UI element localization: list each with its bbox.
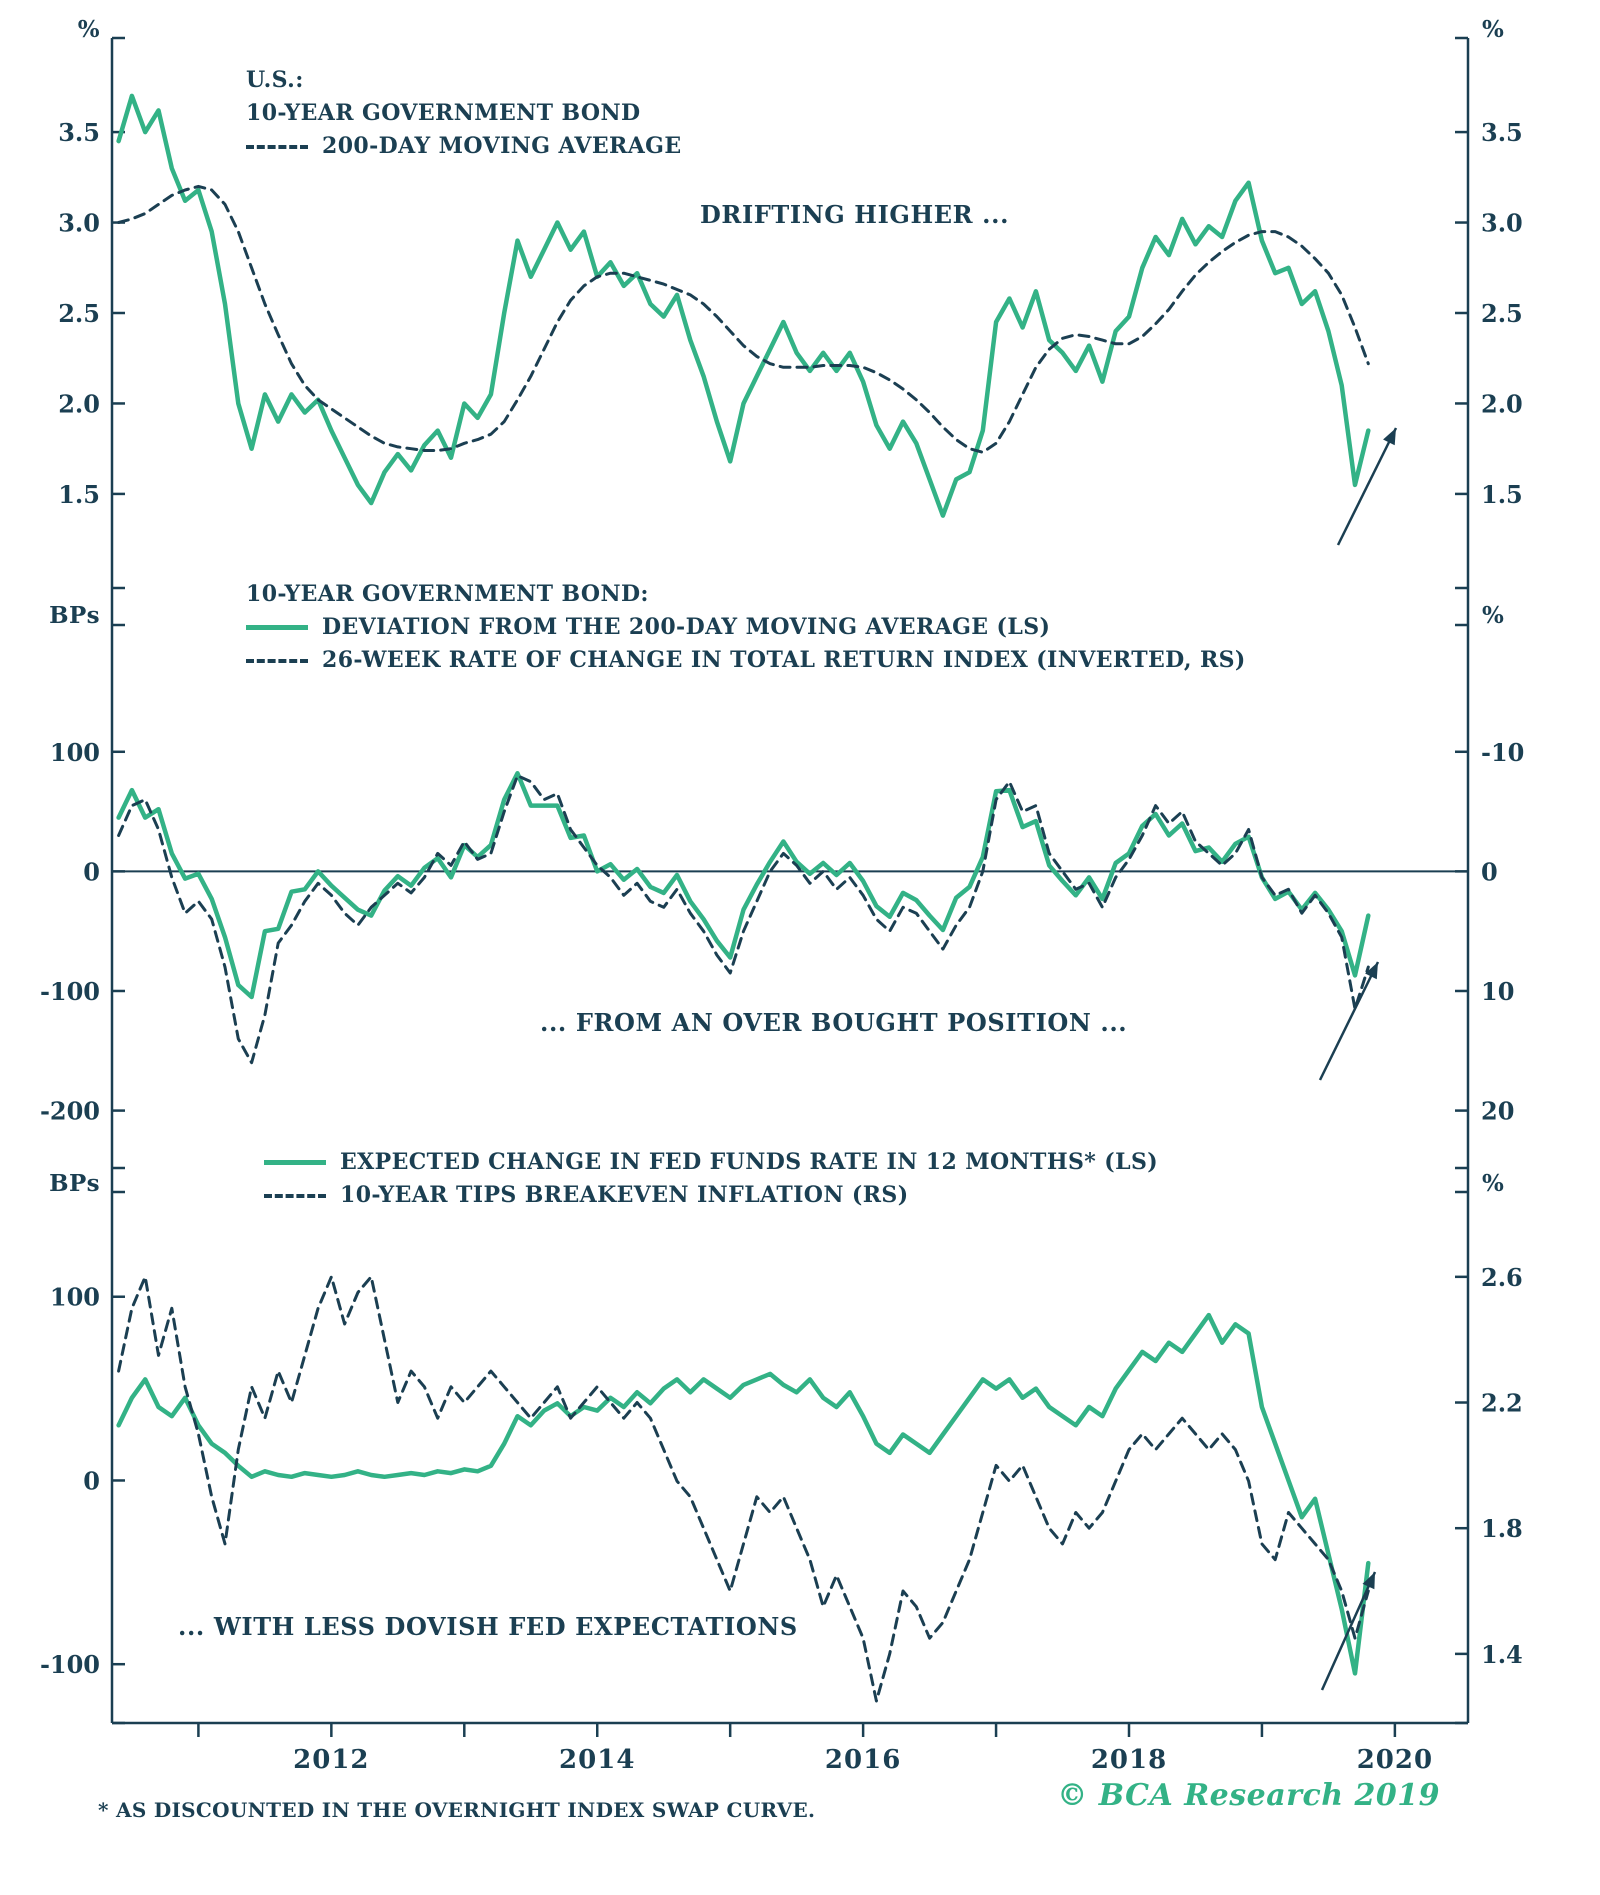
y-tick-label-right: -10: [1481, 738, 1524, 767]
trend-arrow-line: [1320, 1571, 1377, 1691]
y-tick-label-left: 1.5: [58, 480, 100, 509]
y-tick-label-left: 3.5: [58, 118, 100, 147]
trend-arrow-line: [1318, 961, 1380, 1081]
trend-arrowhead: [1362, 1572, 1375, 1590]
dashed-line-swatch: [264, 1193, 326, 1198]
panel3-legend-series1: EXPECTED CHANGE IN FED FUNDS RATE IN 12 …: [264, 1146, 1158, 1179]
y-tick-label-right: 3.5: [1481, 118, 1523, 147]
y-tick-label-right: 10: [1481, 977, 1514, 1006]
panel2-legend-series2-label: 26-WEEK RATE OF CHANGE IN TOTAL RETURN I…: [322, 647, 1246, 673]
panel2-left-axis-unit: BPs: [49, 602, 100, 629]
panel3-legend-series1-label: EXPECTED CHANGE IN FED FUNDS RATE IN 12 …: [340, 1149, 1159, 1175]
y-tick-label-right: 1.8: [1481, 1514, 1523, 1543]
y-tick-label-right: 1.5: [1481, 480, 1523, 509]
series-line-panel2-dashed-dark: [117, 774, 1370, 1065]
dashed-line-swatch: [246, 144, 308, 149]
panel1-left-axis-unit: %: [77, 16, 100, 43]
y-tick-label-left: 0: [83, 1466, 100, 1495]
panel2-legend-series2: 26-WEEK RATE OF CHANGE IN TOTAL RETURN I…: [246, 644, 1246, 677]
green-line-swatch: [264, 1160, 326, 1165]
panel1-legend-series2: 200-DAY MOVING AVERAGE: [246, 130, 682, 163]
y-tick-label-right: 2.6: [1481, 1263, 1523, 1292]
green-line-swatch: [246, 625, 308, 630]
y-tick-label-right: 2.2: [1481, 1389, 1523, 1418]
series-line-panel3-dashed-dark: [117, 1275, 1370, 1703]
panel2-legend-series1: DEVIATION FROM THE 200-DAY MOVING AVERAG…: [246, 611, 1246, 644]
panel1-legend-series2-label: 200-DAY MOVING AVERAGE: [322, 133, 682, 159]
y-tick-label-left: -200: [40, 1097, 100, 1126]
y-tick-label-right: 3.0: [1481, 209, 1523, 238]
series-line-panel1-solid-green: [116, 93, 1371, 518]
y-tick-label-left: 2.0: [58, 389, 100, 418]
y-tick-label-left: -100: [40, 1650, 100, 1679]
series-line-panel2-solid-green: [116, 771, 1371, 1000]
panel2-annotation: ... FROM AN OVER BOUGHT POSITION ...: [540, 1008, 1128, 1037]
x-axis-tick-label: 2012: [293, 1745, 369, 1775]
y-tick-label-right: 2.5: [1481, 299, 1523, 328]
panel1-annotation: DRIFTING HIGHER ...: [700, 200, 1010, 229]
panel1-legend-series1-label: 10-YEAR GOVERNMENT BOND: [246, 100, 641, 126]
panel2-legend-heading: 10-YEAR GOVERNMENT BOND:: [246, 581, 649, 607]
y-tick-label-left: 100: [50, 738, 100, 767]
panel3-left-axis-unit: BPs: [49, 1170, 100, 1197]
x-axis-tick-label: 2018: [1091, 1745, 1167, 1775]
panel3-annotation: ... WITH LESS DOVISH FED EXPECTATIONS: [178, 1612, 798, 1641]
panel1-legend-heading: U.S.:: [246, 67, 304, 93]
panel3-legend-series2: 10-YEAR TIPS BREAKEVEN INFLATION (RS): [264, 1179, 1158, 1212]
panel2-right-axis-unit: %: [1482, 602, 1505, 629]
panel2-legend: 10-YEAR GOVERNMENT BOND: DEVIATION FROM …: [246, 578, 1246, 677]
y-tick-label-left: -100: [40, 977, 100, 1006]
y-tick-label-left: 2.5: [58, 299, 100, 328]
panel1-right-axis-unit: %: [1482, 16, 1505, 43]
x-axis-tick-label: 2020: [1357, 1745, 1433, 1775]
y-tick-label-left: 100: [50, 1283, 100, 1312]
trend-arrow-line: [1336, 427, 1398, 546]
y-tick-label-left: 3.0: [58, 209, 100, 238]
y-tick-label-right: 0: [1481, 857, 1498, 886]
panel2-legend-series1-label: DEVIATION FROM THE 200-DAY MOVING AVERAG…: [322, 614, 1051, 640]
trend-arrowhead: [1365, 962, 1378, 980]
y-tick-label-right: 1.4: [1481, 1640, 1523, 1669]
y-tick-label-right: 20: [1481, 1097, 1514, 1126]
panel3-legend: EXPECTED CHANGE IN FED FUNDS RATE IN 12 …: [264, 1146, 1158, 1212]
panel3-right-axis-unit: %: [1482, 1170, 1505, 1197]
series-line-panel3-solid-green: [116, 1312, 1371, 1676]
y-tick-label-right: 2.0: [1481, 389, 1523, 418]
y-tick-label-left: 0: [83, 857, 100, 886]
x-axis-tick-label: 2014: [559, 1745, 635, 1775]
panel3-legend-series2-label: 10-YEAR TIPS BREAKEVEN INFLATION (RS): [340, 1182, 909, 1208]
footnote: * AS DISCOUNTED IN THE OVERNIGHT INDEX S…: [98, 1798, 816, 1822]
x-axis-tick-label: 2016: [825, 1745, 901, 1775]
series-line-panel1-dashed-dark: [117, 184, 1370, 454]
dashed-line-swatch: [246, 658, 308, 663]
trend-arrowhead: [1383, 428, 1396, 446]
copyright: © BCA Research 2019: [1057, 1778, 1440, 1813]
panel1-legend: U.S.: 10-YEAR GOVERNMENT BOND 200-DAY MO…: [246, 64, 682, 163]
